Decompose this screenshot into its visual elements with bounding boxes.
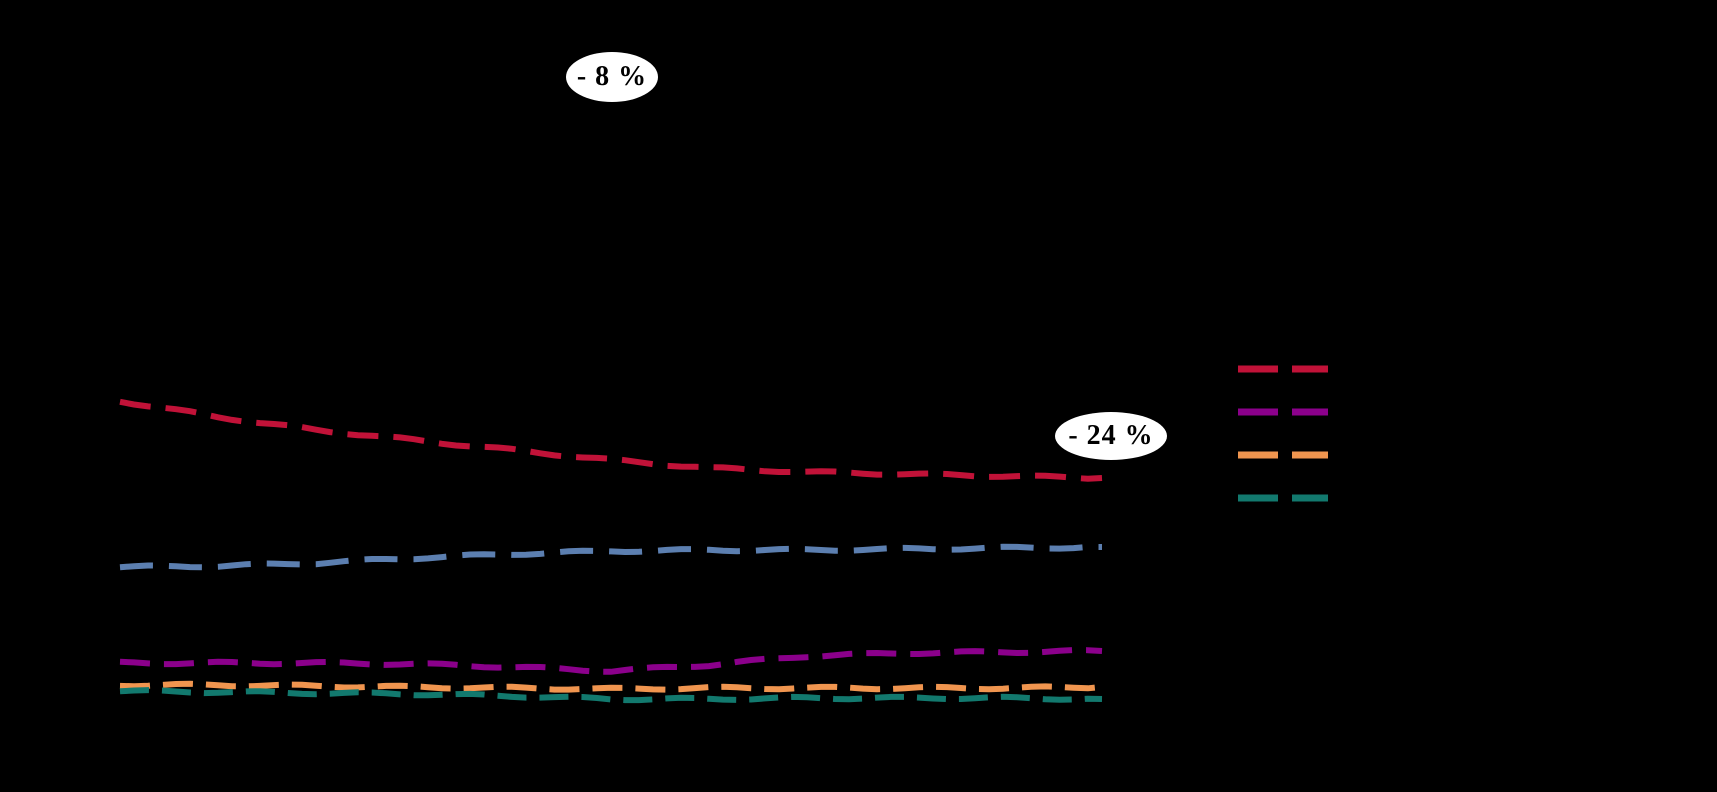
series-line-teal: [119, 687, 1103, 704]
series-line-orange: [119, 680, 1103, 693]
series-line-crimson: [119, 398, 1103, 482]
series-line-purple: [119, 647, 1103, 675]
annotation-minus-8-percent-label: - 8 %: [576, 61, 648, 92]
series-line-steel-blue: [119, 543, 1102, 571]
annotation-minus-24-percent-label: - 24 %: [1068, 420, 1154, 451]
annotation-minus-8-percent: - 8 %: [566, 52, 658, 102]
annotation-minus-24-percent: - 24 %: [1055, 412, 1167, 460]
